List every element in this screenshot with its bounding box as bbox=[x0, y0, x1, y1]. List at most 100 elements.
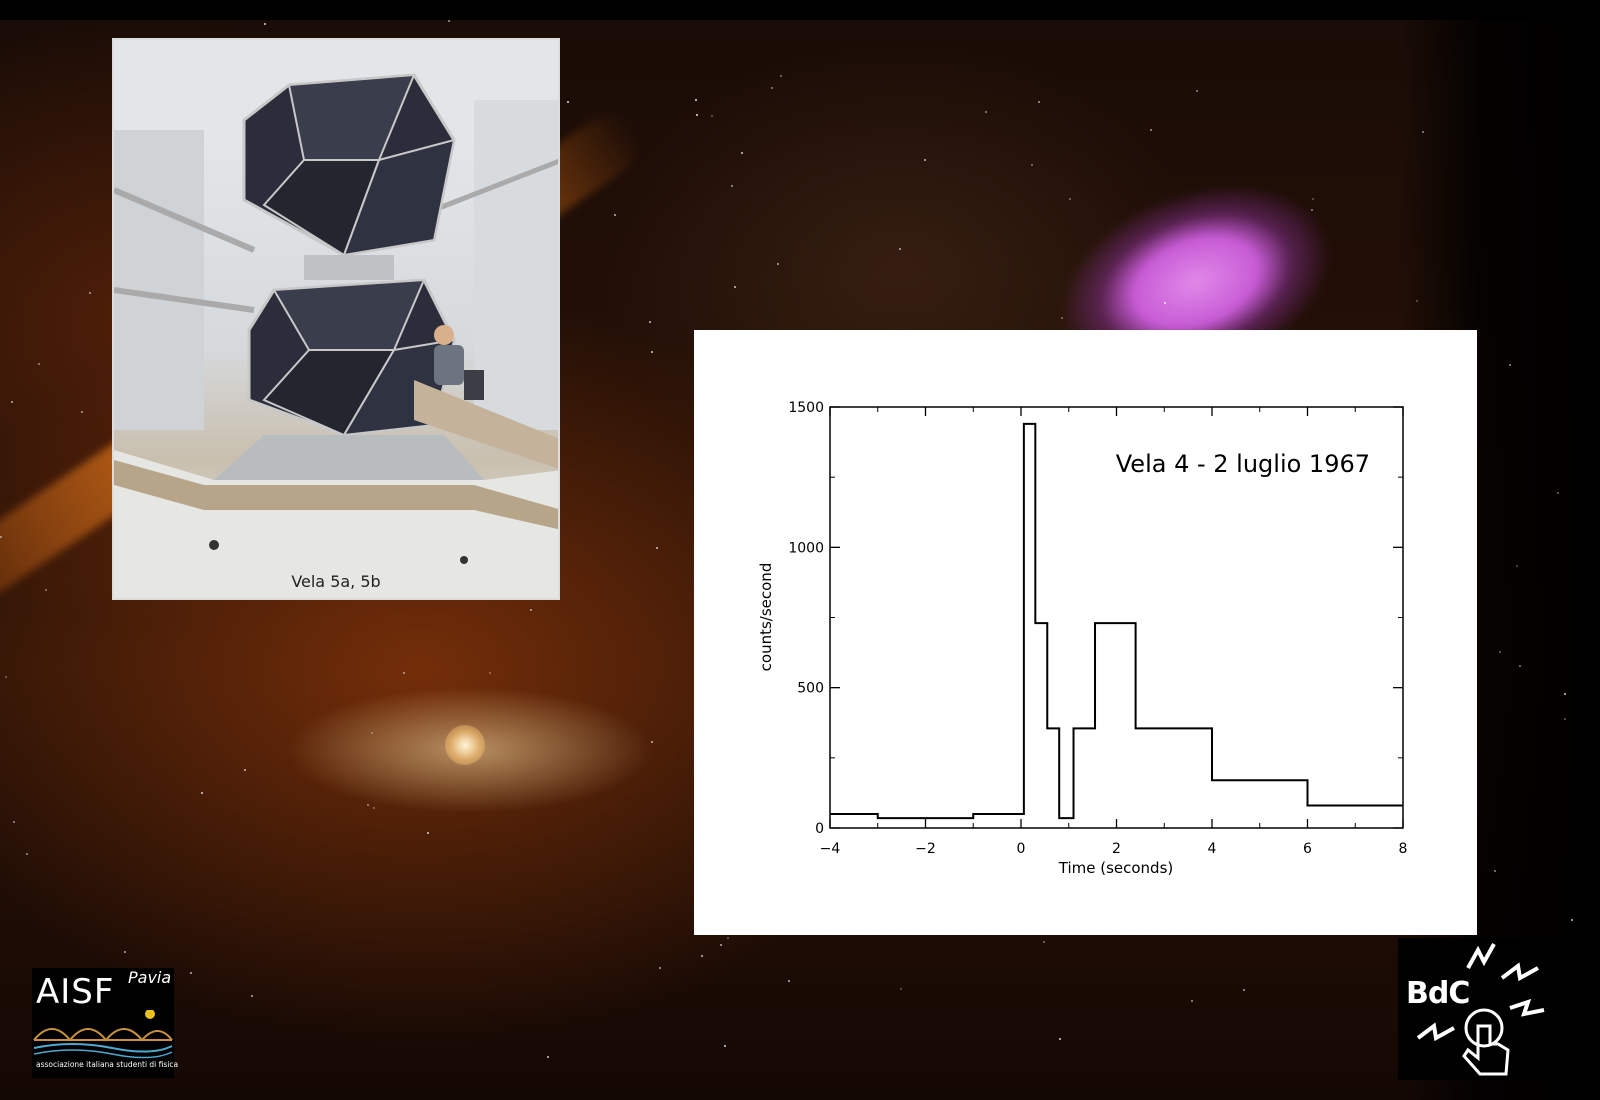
star bbox=[1519, 665, 1521, 667]
star bbox=[1499, 651, 1501, 653]
star bbox=[201, 792, 203, 794]
x-tick-label: −4 bbox=[820, 841, 841, 857]
star bbox=[1069, 198, 1071, 200]
star bbox=[1311, 209, 1313, 211]
star bbox=[244, 769, 246, 771]
star bbox=[373, 807, 375, 809]
x-tick-label: −2 bbox=[915, 841, 936, 857]
star bbox=[45, 589, 47, 591]
photo-caption: Vela 5a, 5b bbox=[291, 572, 381, 591]
star bbox=[1557, 492, 1559, 494]
aisf-logo-text: AISF bbox=[36, 972, 115, 1012]
star bbox=[251, 995, 253, 997]
star bbox=[530, 609, 532, 611]
x-tick-label: 0 bbox=[1017, 841, 1026, 857]
star bbox=[124, 951, 126, 953]
star bbox=[985, 111, 987, 113]
x-axis: −4 −2 0 2 4 6 8 bbox=[820, 407, 1408, 857]
star bbox=[26, 853, 28, 855]
star bbox=[0, 536, 2, 538]
star bbox=[614, 214, 616, 216]
star bbox=[1416, 300, 1418, 302]
star bbox=[264, 23, 266, 25]
star bbox=[731, 185, 733, 187]
x-tick-label: 6 bbox=[1303, 841, 1312, 857]
y-tick-label: 500 bbox=[797, 681, 824, 697]
star bbox=[1043, 941, 1045, 943]
star bbox=[924, 159, 926, 161]
star bbox=[1059, 1038, 1061, 1040]
star bbox=[788, 980, 790, 982]
star bbox=[656, 547, 658, 549]
star bbox=[1243, 989, 1245, 991]
x-axis-label: Time (seconds) bbox=[1058, 859, 1174, 877]
star bbox=[38, 363, 40, 365]
star bbox=[899, 248, 901, 250]
bdc-logo: BdC bbox=[1398, 938, 1562, 1080]
star bbox=[696, 114, 698, 116]
star bbox=[1494, 870, 1496, 872]
star bbox=[651, 351, 653, 353]
aisf-pavia-logo: AISF Pavia associazione italiana student… bbox=[32, 968, 178, 1078]
star bbox=[89, 292, 91, 294]
series-step-line bbox=[830, 422, 1403, 820]
star bbox=[734, 286, 736, 288]
star bbox=[727, 937, 729, 939]
star bbox=[11, 401, 13, 403]
star bbox=[771, 87, 773, 89]
star bbox=[367, 804, 369, 806]
star bbox=[1509, 364, 1511, 366]
chart-svg: −4 −2 0 2 4 6 8 0 500 1000 1500 Vela 4 - 2 luglio… bbox=[757, 400, 1408, 877]
star bbox=[1038, 101, 1040, 103]
star bbox=[1164, 302, 1166, 304]
star bbox=[701, 955, 703, 957]
star bbox=[720, 944, 722, 946]
star bbox=[900, 988, 902, 990]
x-tick-label: 8 bbox=[1399, 841, 1408, 857]
star bbox=[1422, 131, 1424, 133]
satellite-illustration bbox=[114, 40, 558, 598]
satellite-photo: Vela 5a, 5b bbox=[112, 38, 560, 600]
star bbox=[724, 1045, 726, 1047]
touch-spark-icon bbox=[1416, 943, 1545, 1076]
y-tick-label: 0 bbox=[815, 821, 824, 837]
star bbox=[403, 672, 405, 674]
chart-title: Vela 4 - 2 luglio 1967 bbox=[1116, 450, 1370, 478]
star bbox=[780, 75, 782, 77]
star bbox=[1564, 693, 1566, 695]
x-tick-label: 4 bbox=[1208, 841, 1217, 857]
star bbox=[371, 732, 373, 734]
star bbox=[489, 672, 491, 674]
star bbox=[547, 1056, 549, 1058]
star bbox=[741, 152, 743, 154]
star bbox=[427, 832, 429, 834]
bdc-logo-text: BdC bbox=[1406, 976, 1470, 1011]
star bbox=[1571, 919, 1573, 921]
star bbox=[5, 676, 7, 678]
star bbox=[777, 263, 779, 265]
y-axis-label: counts/second bbox=[757, 563, 775, 672]
star bbox=[448, 20, 450, 22]
aisf-logo-subtitle: associazione italiana studenti di fisica bbox=[36, 1060, 179, 1069]
star bbox=[13, 821, 15, 823]
star bbox=[1516, 565, 1518, 567]
bridge-icon bbox=[33, 1010, 173, 1059]
star bbox=[1191, 1000, 1193, 1002]
y-tick-label: 1000 bbox=[788, 540, 824, 556]
star bbox=[1312, 198, 1314, 200]
y-axis: 0 500 1000 1500 bbox=[788, 400, 1403, 837]
star bbox=[1031, 164, 1033, 166]
aisf-logo-city: Pavia bbox=[128, 968, 172, 987]
x-tick-label: 2 bbox=[1112, 841, 1121, 857]
y-tick-label: 1500 bbox=[788, 400, 824, 416]
star bbox=[711, 115, 713, 117]
star bbox=[1150, 129, 1152, 131]
star bbox=[651, 741, 653, 743]
star bbox=[1061, 317, 1063, 319]
star bbox=[1564, 718, 1566, 720]
light-curve-chart: −4 −2 0 2 4 6 8 0 500 1000 1500 Vela 4 - 2 luglio… bbox=[694, 330, 1477, 935]
slide-background: Vela 5a, 5b −4 −2 0 2 4 6 8 0 500 1000 1500 Vela … bbox=[0, 20, 1600, 1100]
jet-glow bbox=[445, 725, 485, 765]
star bbox=[81, 411, 83, 413]
star bbox=[567, 101, 569, 103]
